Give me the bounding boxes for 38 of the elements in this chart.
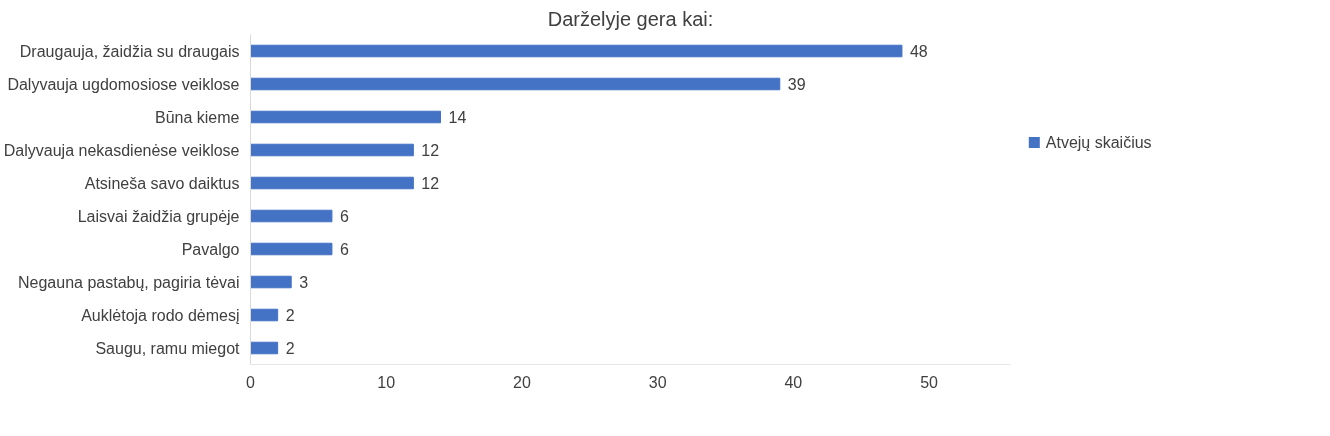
y-tick-label: Dalyvauja nekasdienėse veiklose — [3, 141, 240, 159]
y-tick-label: Laisvai žaidžia grupėje — [77, 207, 240, 225]
data-label: 2 — [285, 307, 295, 324]
x-tick-label: 30 — [648, 373, 667, 391]
y-tick-label: Negauna pastabų, pagiria tėvai — [18, 273, 240, 291]
bar — [250, 341, 279, 355]
bar — [250, 308, 279, 322]
bar — [250, 143, 414, 157]
legend-label: Atvejų skaičius — [1045, 134, 1152, 151]
data-label: 14 — [448, 109, 467, 126]
data-label: 12 — [421, 175, 440, 192]
x-tick-label: 40 — [784, 373, 803, 391]
data-label: 3 — [299, 274, 309, 291]
bar — [250, 209, 333, 223]
data-label: 48 — [909, 43, 928, 60]
bar — [250, 176, 414, 190]
bar — [250, 242, 333, 256]
x-tick-label: 10 — [377, 373, 396, 391]
x-tick-label: 50 — [920, 373, 939, 391]
bar — [250, 77, 781, 91]
data-label: 12 — [421, 142, 440, 159]
bar — [250, 44, 903, 58]
chart-title: Darželyje gera kai: — [547, 7, 714, 30]
data-label: 39 — [787, 76, 806, 93]
bar — [250, 275, 292, 289]
bar — [250, 110, 441, 124]
x-tick-label: 20 — [513, 373, 531, 391]
data-label: 6 — [339, 208, 349, 225]
y-tick-label: Auklėtoja rodo dėmesį — [81, 306, 240, 324]
y-tick-label: Būna kieme — [155, 108, 240, 126]
y-tick-label: Atsineša savo daiktus — [84, 174, 240, 192]
y-tick-label: Pavalgo — [181, 240, 240, 258]
x-tick-label: 0 — [246, 373, 256, 391]
data-label: 6 — [339, 241, 349, 258]
y-tick-label: Saugu, ramu miegot — [95, 339, 241, 357]
data-label: 2 — [285, 340, 295, 357]
y-tick-label: Draugauja, žaidžia su draugais — [19, 42, 240, 60]
y-tick-label: Dalyvauja ugdomosiose veiklose — [7, 75, 240, 93]
